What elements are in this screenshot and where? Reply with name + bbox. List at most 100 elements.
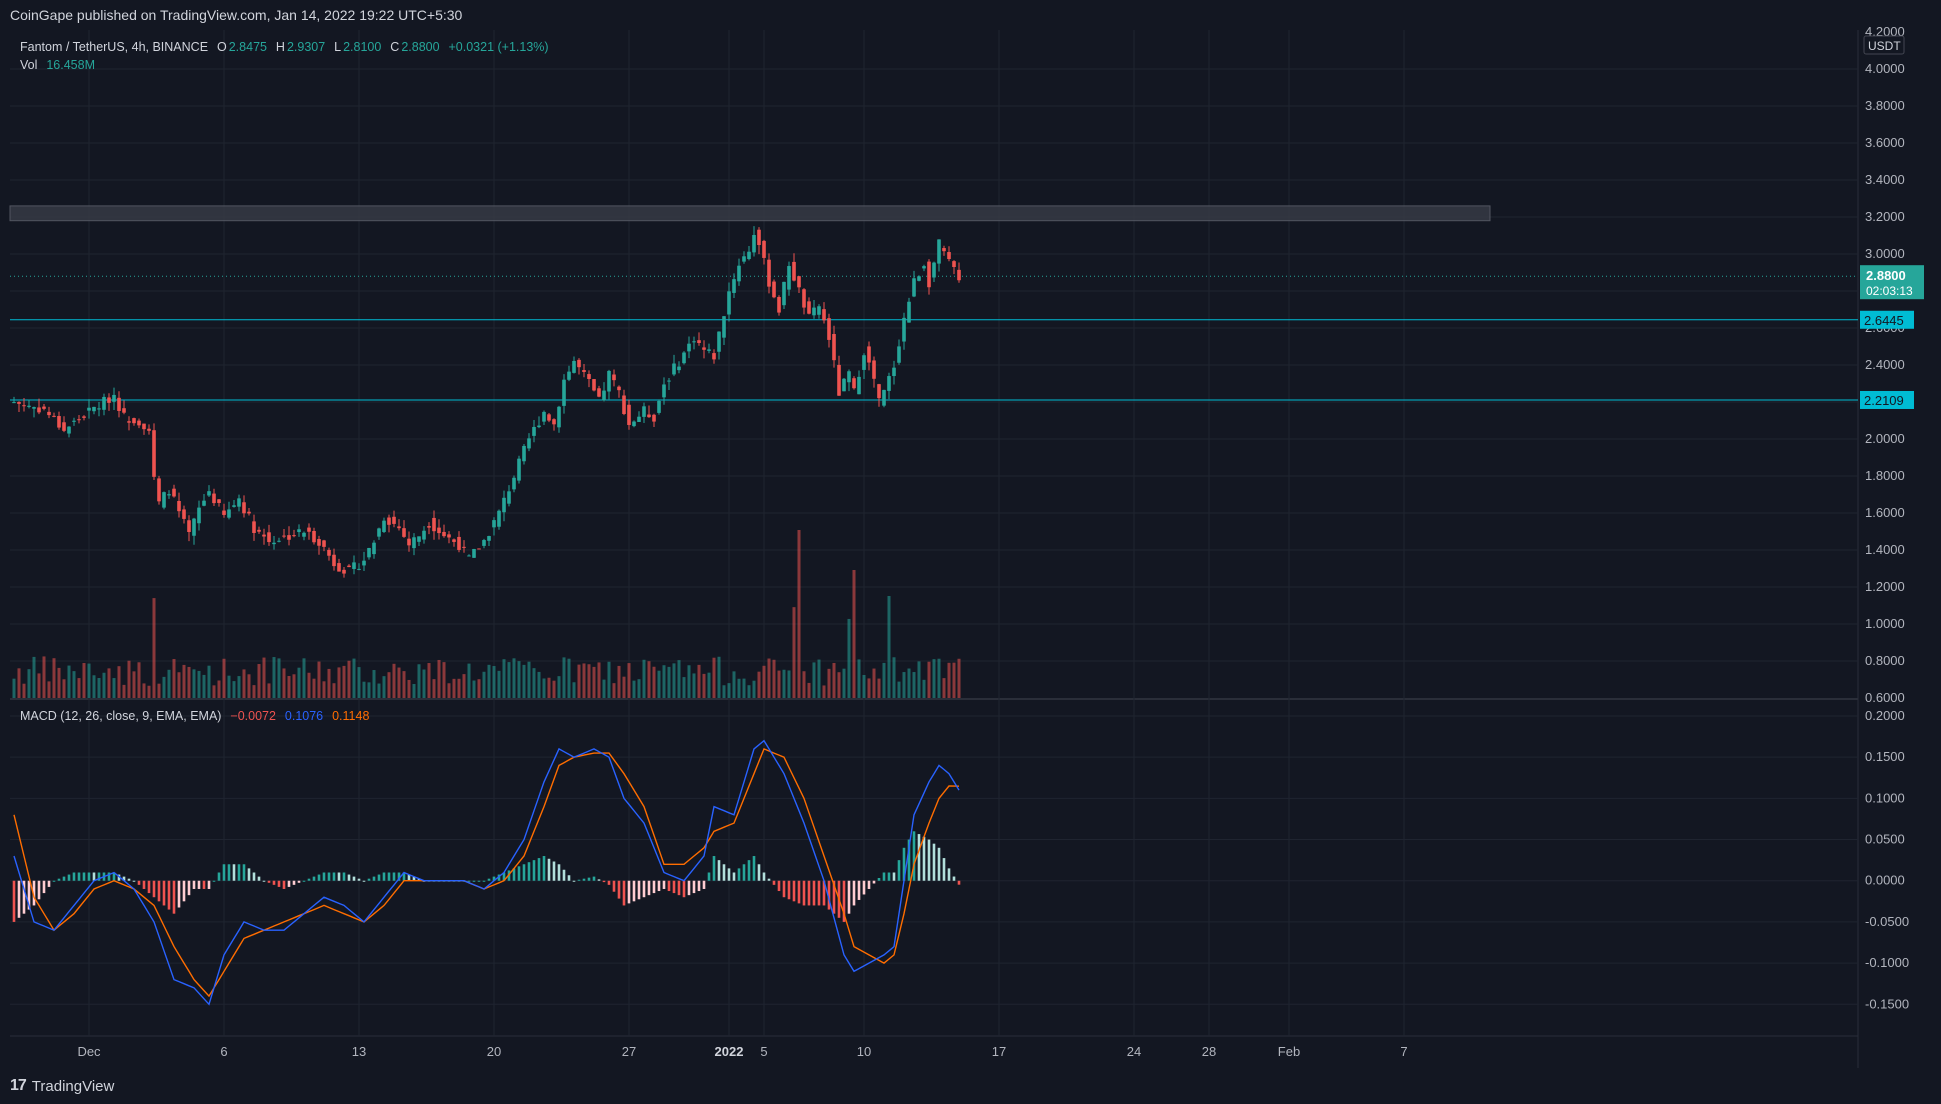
candle-body xyxy=(72,420,76,422)
candle-body xyxy=(417,536,421,542)
volume-bar xyxy=(842,668,846,698)
candle-body xyxy=(792,261,796,281)
candle-body xyxy=(912,278,916,297)
volume-bar xyxy=(322,681,326,698)
price-tick-label: 1.4000 xyxy=(1865,542,1905,557)
volume-bar xyxy=(377,683,381,698)
candle-body xyxy=(832,334,836,361)
candle-body xyxy=(172,488,176,497)
candle-body xyxy=(812,307,816,316)
price-tick-label: 0.8000 xyxy=(1865,653,1905,668)
macd-histogram-bar xyxy=(517,866,521,881)
volume-bar xyxy=(587,664,591,698)
volume-bar xyxy=(642,659,646,698)
candle-body xyxy=(717,331,721,352)
candle-body xyxy=(597,388,601,397)
volume-bar xyxy=(127,660,131,698)
macd-histogram-bar xyxy=(692,880,696,894)
macd-histogram-bar xyxy=(702,880,706,889)
candle-body xyxy=(332,554,336,567)
candle-body xyxy=(177,500,181,512)
macd-histogram-bar xyxy=(287,880,291,887)
macd-histogram-bar xyxy=(482,880,486,882)
macd-histogram-bar xyxy=(207,880,211,889)
candle-body xyxy=(92,406,96,412)
tradingview-brand[interactable]: TradingView xyxy=(31,1077,115,1095)
macd-histogram-bar xyxy=(882,872,886,881)
macd-histogram-bar xyxy=(357,878,361,881)
candle-body xyxy=(697,340,701,343)
candle-body xyxy=(882,389,886,406)
price-tick-label: 4.0000 xyxy=(1865,61,1905,76)
time-tick-label: 28 xyxy=(1202,1044,1216,1059)
volume-bar xyxy=(717,656,721,698)
macd-histogram-bar xyxy=(527,862,531,881)
candle-body xyxy=(317,539,321,546)
candle-body xyxy=(12,402,16,404)
volume-bar xyxy=(812,662,816,698)
volume-bar xyxy=(222,658,226,698)
candle-body xyxy=(652,414,656,422)
macd-histogram-bar xyxy=(867,880,871,889)
macd-label[interactable]: MACD (12, 26, close, 9, EMA, EMA) xyxy=(20,709,222,723)
candle-body xyxy=(167,494,171,496)
macd-histogram-bar xyxy=(927,839,931,881)
macd-histogram-bar xyxy=(52,880,56,882)
candle-body xyxy=(502,497,506,513)
macd-histogram-bar xyxy=(72,872,76,881)
candle-body xyxy=(542,411,546,422)
macd-histogram-bar xyxy=(772,880,776,885)
candle-body xyxy=(742,256,746,262)
macd-histogram-bar xyxy=(497,874,501,881)
macd-histogram-bar xyxy=(552,861,556,881)
chart-canvas[interactable]: 4.2000 4.0000 3.8000 3.6000 3.4000 3.2000 3.00… xyxy=(0,0,1941,1068)
tradingview-logo-icon[interactable]: 17 xyxy=(10,1077,27,1094)
volume-bar xyxy=(662,665,666,698)
macd-histogram-bar xyxy=(532,860,536,881)
candle-body xyxy=(947,252,951,260)
currency-label: USDT xyxy=(1868,39,1901,53)
candle-body xyxy=(712,353,716,360)
volume-bar xyxy=(182,664,186,698)
candle-body xyxy=(157,478,161,502)
chart-background xyxy=(0,30,1941,1068)
candle-body xyxy=(437,527,441,534)
candle-body xyxy=(592,379,596,391)
macd-histogram-bar xyxy=(522,864,526,881)
volume-bar xyxy=(382,676,386,698)
volume-bar xyxy=(732,671,736,698)
candle-body xyxy=(102,396,106,410)
candle-body xyxy=(327,549,331,556)
volume-bar xyxy=(272,657,276,698)
candle-body xyxy=(477,548,481,550)
volume-bar xyxy=(872,668,876,698)
macd-histogram-bar xyxy=(622,880,626,906)
candle-body xyxy=(827,318,831,340)
volume-bar xyxy=(442,662,446,698)
macd-histogram-bar xyxy=(812,880,816,906)
volume-bar xyxy=(802,671,806,698)
price-tick-label: 0.6000 xyxy=(1865,690,1905,705)
candle-body xyxy=(622,395,626,414)
volume-bar xyxy=(627,663,631,698)
volume-bar xyxy=(552,680,556,698)
time-tick-label: 17 xyxy=(992,1044,1006,1059)
macd-histogram-bar xyxy=(472,880,476,882)
volume-bar xyxy=(242,669,246,698)
open-label: O xyxy=(217,40,227,54)
vol-label[interactable]: Vol xyxy=(20,58,38,72)
candle-body xyxy=(577,359,581,368)
candle-body xyxy=(302,532,306,537)
volume-bar xyxy=(727,683,731,698)
candle-body xyxy=(682,352,686,364)
macd-histogram-bar xyxy=(47,880,51,887)
macd-histogram-bar xyxy=(342,872,346,881)
volume-bar xyxy=(432,679,436,698)
macd-histogram-bar xyxy=(832,880,836,914)
macd-histogram-bar xyxy=(237,864,241,881)
current-price-label: 2.8800 xyxy=(1866,268,1906,283)
volume-bar xyxy=(507,662,511,698)
candle-body xyxy=(347,565,351,568)
symbol-label[interactable]: Fantom / TetherUS, 4h, BINANCE xyxy=(20,40,209,54)
macd-histogram-bar xyxy=(777,880,781,892)
